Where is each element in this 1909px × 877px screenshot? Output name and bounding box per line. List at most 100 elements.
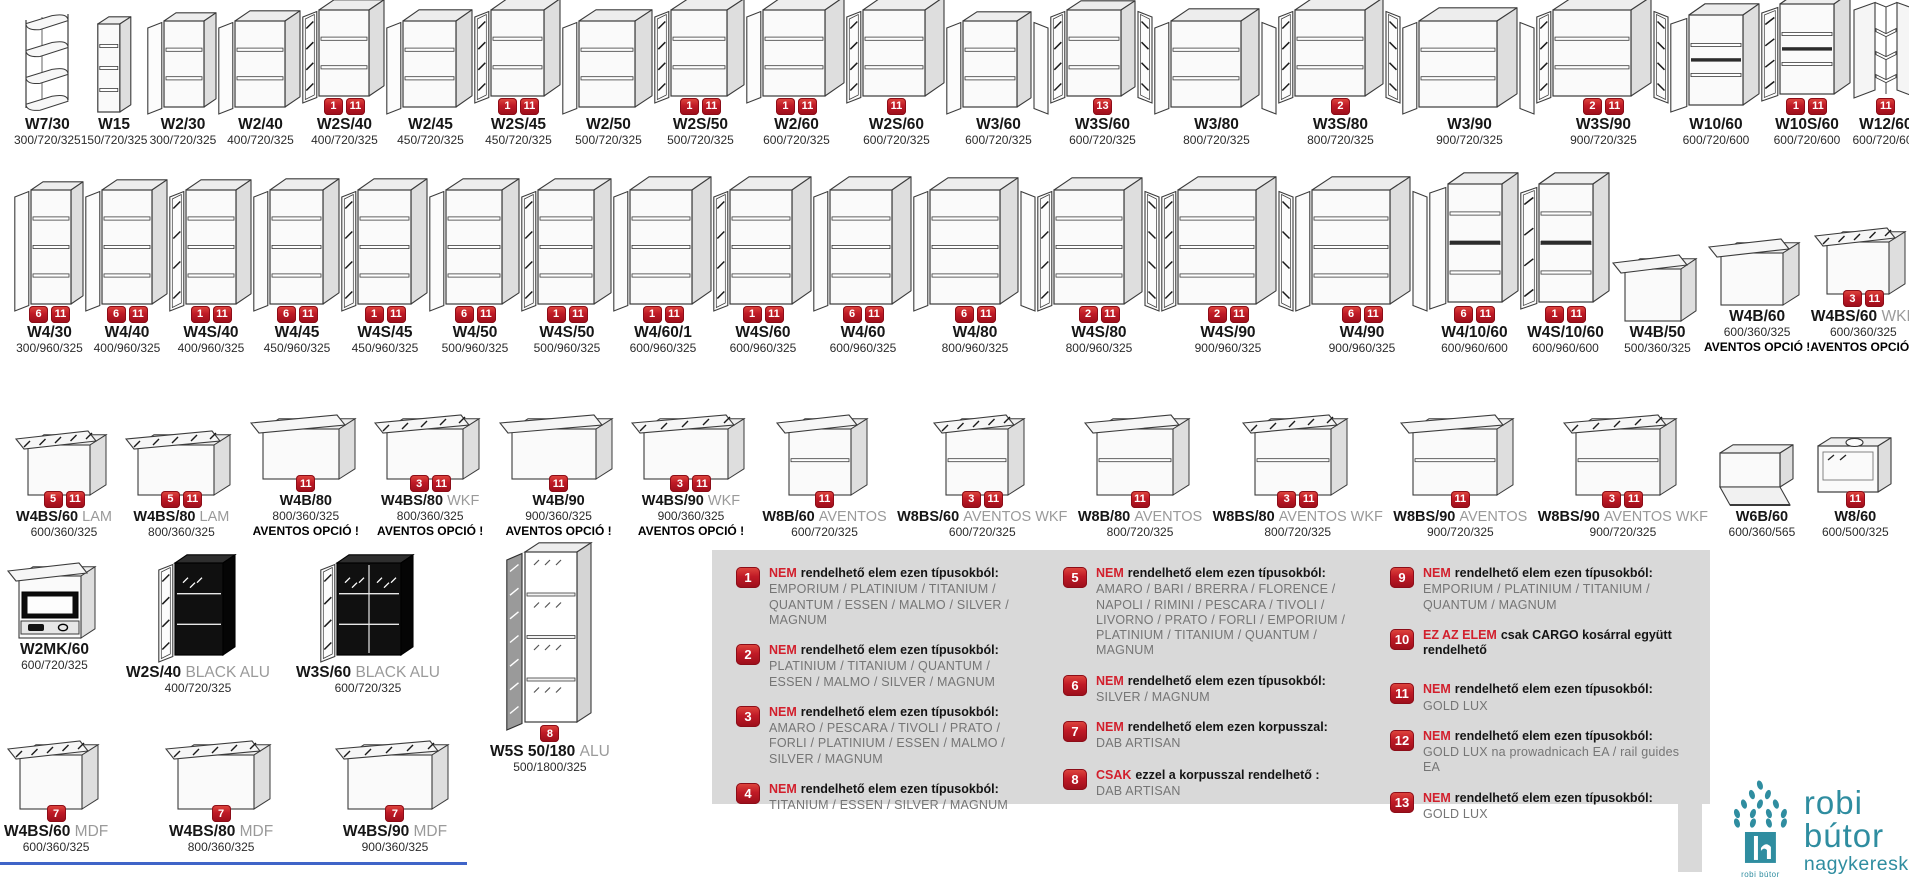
cabinet-dims: 500/1800/325 [513,760,587,775]
cabinet-name-suffix: ALU [579,743,610,760]
legend-text: NEM rendelhető elem ezen típusokból: AMARO… [769,705,1031,767]
cabinet-drawing [1295,175,1429,313]
badge-group: 11 [886,97,906,115]
legend-text: NEM rendelhető elem ezen típusokból: GOLD … [1423,729,1685,776]
badge-group: 11 [815,490,835,508]
legend-keyword: NEM [1096,720,1124,734]
legend-badge-11: 11 [1390,683,1414,705]
cabinet-name: W8BS/90 AVENTOS WKF [1537,508,1709,525]
cabinet-dims: 450/720/325 [485,133,552,147]
restriction-badge-3: 3 [1277,490,1297,508]
cabinet-w4s-90: 2 11 W4S/90 900/960/325 [1161,175,1295,356]
cabinet-note: AVENTOS OPCIÓ ! [1810,340,1909,355]
legend-body: EMPORIUM / PLATINIUM / TITANIUM / QUANTU… [1423,582,1650,612]
cabinet-dims: 600/360/325 [22,840,90,855]
cabinet-w2-30: W2/30 300/720/325 [147,11,218,148]
cabinet-dims: 300/720/325 [14,133,81,147]
cabinet-w4b-90: 11 W4B/90 900/360/325 AVENTOS OPCIÓ ! [498,402,620,540]
cabinet-name-suffix: WKF [447,493,480,510]
cabinet-name: W4BS/90 MDF [342,823,448,840]
cabinet-name: W4/45 [274,323,320,341]
cabinet-w4-80: 6 11 W4/80 800/960/325 [913,176,1037,356]
restriction-badge-11: 11 [1476,305,1495,323]
legend-column-1: 1 NEM rendelhető elem ezen típusokból: EMPO… [722,566,1049,812]
cabinet-w4bs-90-wkf: 3 11 W4BS/90 WKF 900/360/325 AVENTOS OPCIÓ ! [630,402,752,540]
badge-group: 8 [540,725,560,742]
cabinet-dims: 900/360/325 [657,509,725,524]
cabinet-dims: 500/720/325 [667,133,734,147]
restriction-badge-1: 1 [497,97,517,115]
badge-group: 3 11 [1602,490,1644,508]
badge-group: 2 [1330,97,1350,115]
cabinet-w2-60: 1 11 W2/60 600/720/325 [746,0,846,148]
cabinet-w2-45: W2/45 450/720/325 [386,8,474,148]
legend-text: NEM rendelhető elem ezen típusokból: PLATI… [769,643,1031,690]
restriction-badge-11: 11 [1808,97,1828,115]
badge-group: 5 11 [43,490,85,508]
restriction-badge-11: 11 [476,305,496,323]
cabinet-w2mk-60: W2MK/60 600/720/325 [6,552,103,673]
badge-group: 1 11 [364,305,406,323]
cabinet-name: W5S 50/180 ALU [490,743,610,760]
legend-item-6: 6 NEM rendelhető elem ezen típusokból: SILV… [1063,674,1370,706]
legend-item-5: 5 NEM rendelhető elem ezen típusokból: AMAR… [1063,566,1370,659]
cabinet-dims: 800/720/325 [1307,133,1374,147]
restriction-badge-11: 11 [976,305,996,323]
restriction-badge-13: 13 [1092,97,1112,115]
cabinet-drawing [429,177,521,313]
restriction-badge-11: 11 [886,97,906,115]
legend-item-13: 13 NEM rendelhető elem ezen típusokból: GOL… [1390,791,1697,823]
cabinet-w4s-45: 1 11 W4S/45 450/960/325 [341,177,429,356]
restriction-badge-11: 11 [1100,305,1120,323]
cabinet-dims: 800/360/325 [187,840,255,855]
cabinet-drawing [6,728,106,812]
restriction-badge-11: 11 [549,475,569,493]
cabinet-drawing [1813,215,1909,297]
legend-body: PLATINIUM / TITANIUM / QUANTUM / ESSEN /… [769,659,996,689]
restriction-badge-11: 11 [1130,490,1150,508]
restriction-badge-1: 1 [546,305,566,323]
badge-group: 3 11 [1277,490,1319,508]
cabinet-w2s-45: 1 11 W2S/45 450/720/325 [474,0,562,148]
badge-group: 5 11 [160,490,202,508]
legend-keyword: NEM [769,704,797,719]
cabinet-dims: 400/720/325 [311,133,378,147]
cabinet-dims: 900/720/325 [1589,525,1657,539]
legend-badge-6: 6 [1063,674,1087,696]
restriction-badge-8: 8 [540,725,560,742]
badge-group: 11 [1845,490,1865,508]
cabinet-dims: 800/720/325 [1183,133,1250,147]
cabinet-drawing [158,553,238,664]
cabinet-drawing [813,175,913,313]
cabinet-w4bs-60-lam: 5 11 W4BS/60 LAM 600/360/325 [14,418,114,540]
cabinet-note: AVENTOS OPCIÓ ! [252,524,359,539]
cabinet-dims: 800/720/325 [1264,525,1332,539]
cabinet-name: W4B/60 [1729,308,1786,326]
cabinet-note: AVENTOS OPCIÓ ! [637,524,745,539]
cabinet-name-suffix: BLACK ALU [355,664,440,681]
cabinet-dims: 600/720/325 [334,681,402,696]
badge-group: 3 11 [409,475,451,493]
legend-badge-12: 12 [1390,729,1414,751]
cabinet-name: W4/60/1 [634,323,692,341]
cabinet-drawing [1083,402,1197,498]
legend-item-7: 7 NEM rendelhető elem ezen korpusszal: DAB … [1063,720,1370,752]
cabinet-drawing [1399,402,1521,498]
legend-item-1: 1 NEM rendelhető elem ezen típusokból: EMPO… [736,566,1043,628]
cabinet-dims: 450/960/325 [351,341,419,355]
restriction-badge-2: 2 [1207,305,1227,323]
cabinet-drawing [613,175,713,313]
cabinet-drawing [775,402,875,498]
legend-text: NEM rendelhető elem ezen típusokból: EMPOR… [769,566,1031,628]
badge-group: 6 11 [454,305,496,323]
cabinet-w4b-80: 11 W4B/80 800/360/325 AVENTOS OPCIÓ ! [249,402,363,540]
restriction-badge-11: 11 [431,475,451,493]
badge-group: 7 [385,805,405,822]
cabinet-name: W4/40 [104,323,150,341]
cabinet-w4s-10-60: 1 11 W4S/10/60 600/960/600 [1520,171,1611,356]
cabinet-w8b-60-aventos: 11 W8B/60 AVENTOS 600/720/325 [762,402,887,540]
restriction-badge-1: 1 [323,97,343,115]
legend-item-4: 4 NEM rendelhető elem ezen típusokból: TITA… [736,782,1043,814]
cabinet-name: W6B/60 [1735,508,1789,525]
legend-item-2: 2 NEM rendelhető elem ezen típusokból: PLAT… [736,643,1043,690]
